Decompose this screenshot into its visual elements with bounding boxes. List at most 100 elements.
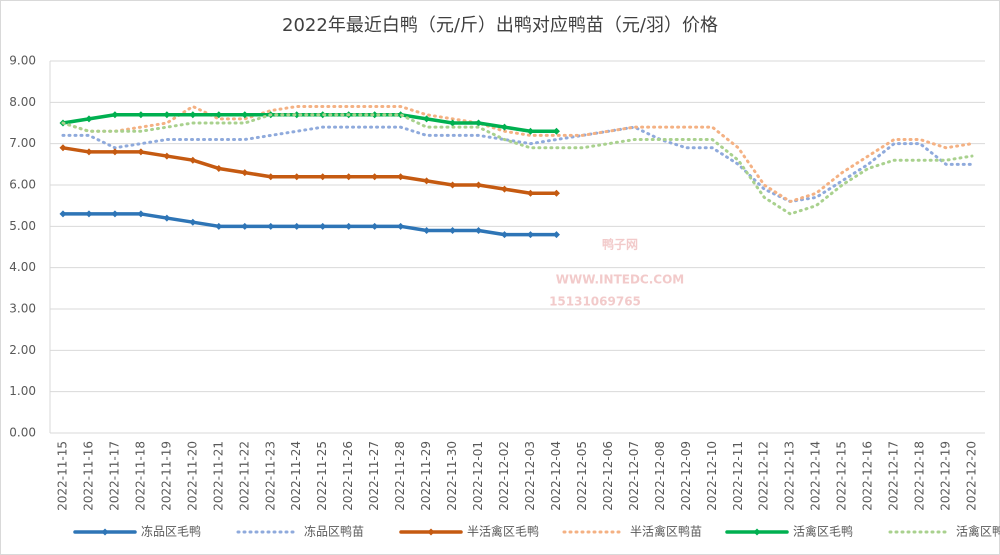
x-tick-label: 2022-11-28 bbox=[393, 441, 407, 511]
y-tick-label: 9.00 bbox=[9, 54, 36, 68]
y-tick-label: 4.00 bbox=[9, 260, 36, 274]
watermark: 鸭子网 bbox=[602, 237, 638, 252]
legend-label: 半活禽区毛鸭 bbox=[467, 524, 539, 539]
point-marker bbox=[552, 127, 560, 135]
x-tick-label: 2022-12-08 bbox=[653, 441, 667, 511]
y-tick-label: 8.00 bbox=[9, 95, 36, 109]
x-tick-label: 2022-11-27 bbox=[367, 441, 381, 511]
legend-marker bbox=[427, 528, 435, 536]
legend-marker bbox=[101, 528, 109, 536]
point-marker bbox=[501, 123, 509, 131]
point-marker bbox=[137, 148, 145, 156]
x-tick-label: 2022-12-01 bbox=[471, 441, 485, 511]
x-tick-label: 2022-12-14 bbox=[809, 441, 823, 511]
point-marker bbox=[552, 231, 560, 239]
series-line bbox=[61, 113, 974, 216]
point-marker bbox=[293, 111, 301, 119]
point-marker bbox=[552, 189, 560, 197]
point-marker bbox=[111, 148, 119, 156]
point-marker bbox=[397, 173, 405, 181]
x-tick-label: 2022-11-18 bbox=[133, 441, 147, 511]
point-marker bbox=[319, 173, 327, 181]
point-marker bbox=[526, 189, 534, 197]
point-marker bbox=[526, 231, 534, 239]
legend-label: 冻品区毛鸭 bbox=[141, 524, 201, 539]
x-tick-label: 2022-12-11 bbox=[731, 441, 745, 511]
point-marker bbox=[241, 169, 249, 177]
point-marker bbox=[241, 222, 249, 230]
x-tick-label: 2022-12-02 bbox=[497, 441, 511, 511]
x-tick-label: 2022-12-13 bbox=[783, 441, 797, 511]
legend-label: 活禽区毛鸭 bbox=[793, 524, 853, 539]
x-tick-label: 2022-12-04 bbox=[549, 441, 563, 511]
point-marker bbox=[85, 148, 93, 156]
series-line bbox=[61, 125, 974, 204]
point-marker bbox=[59, 210, 67, 218]
y-tick-label: 2.00 bbox=[9, 343, 36, 357]
point-marker bbox=[189, 111, 197, 119]
y-tick-label: 0.00 bbox=[9, 426, 36, 440]
point-marker bbox=[111, 111, 119, 119]
series-line bbox=[61, 212, 559, 237]
x-tick-label: 2022-12-12 bbox=[757, 441, 771, 511]
point-marker bbox=[501, 185, 509, 193]
point-marker bbox=[319, 222, 327, 230]
x-tick-label: 2022-11-15 bbox=[55, 441, 69, 511]
x-tick-label: 2022-12-20 bbox=[965, 441, 979, 511]
point-marker bbox=[475, 181, 483, 189]
x-tick-label: 2022-11-25 bbox=[315, 441, 329, 511]
watermark: WWW.INTEDC.COM bbox=[556, 273, 684, 287]
point-marker bbox=[371, 111, 379, 119]
point-marker bbox=[501, 231, 509, 239]
point-marker bbox=[215, 111, 223, 119]
point-marker bbox=[345, 173, 353, 181]
x-tick-label: 2022-11-21 bbox=[211, 441, 225, 511]
point-marker bbox=[371, 222, 379, 230]
point-marker bbox=[163, 214, 171, 222]
y-tick-label: 5.00 bbox=[9, 219, 36, 233]
point-marker bbox=[423, 115, 431, 123]
point-marker bbox=[293, 173, 301, 181]
point-marker bbox=[371, 173, 379, 181]
x-tick-label: 2022-12-19 bbox=[939, 441, 953, 511]
point-marker bbox=[163, 111, 171, 119]
point-marker bbox=[137, 111, 145, 119]
point-marker bbox=[423, 177, 431, 185]
x-tick-label: 2022-12-18 bbox=[913, 441, 927, 511]
x-tick-label: 2022-12-05 bbox=[575, 441, 589, 511]
point-marker bbox=[449, 226, 457, 234]
x-tick-label: 2022-12-07 bbox=[627, 441, 641, 511]
x-tick-label: 2022-11-23 bbox=[263, 441, 277, 511]
chart-title: 2022年最近白鸭（元/斤）出鸭对应鸭苗（元/羽）价格 bbox=[282, 15, 718, 36]
point-marker bbox=[215, 222, 223, 230]
point-marker bbox=[423, 226, 431, 234]
point-marker bbox=[449, 119, 457, 127]
y-tick-label: 7.00 bbox=[9, 136, 36, 150]
series-line bbox=[61, 104, 974, 204]
point-marker bbox=[345, 222, 353, 230]
x-tick-label: 2022-12-06 bbox=[601, 441, 615, 511]
y-tick-label: 3.00 bbox=[9, 302, 36, 316]
legend-marker bbox=[753, 528, 761, 536]
legend-label: 半活禽区鸭苗 bbox=[630, 524, 702, 539]
y-tick-label: 1.00 bbox=[9, 384, 36, 398]
y-tick-label: 6.00 bbox=[9, 178, 36, 192]
point-marker bbox=[137, 210, 145, 218]
x-tick-label: 2022-12-16 bbox=[861, 441, 875, 511]
x-tick-label: 2022-11-24 bbox=[289, 441, 303, 511]
point-marker bbox=[267, 173, 275, 181]
point-marker bbox=[397, 222, 405, 230]
x-tick-label: 2022-12-09 bbox=[679, 441, 693, 511]
point-marker bbox=[85, 115, 93, 123]
x-tick-label: 2022-11-19 bbox=[159, 441, 173, 511]
point-marker bbox=[241, 111, 249, 119]
point-marker bbox=[215, 164, 223, 172]
x-tick-label: 2022-11-30 bbox=[445, 441, 459, 511]
point-marker bbox=[189, 156, 197, 164]
x-tick-label: 2022-11-16 bbox=[81, 441, 95, 511]
point-marker bbox=[189, 218, 197, 226]
legend-label: 冻品区鸭苗 bbox=[304, 524, 364, 539]
point-marker bbox=[449, 181, 457, 189]
